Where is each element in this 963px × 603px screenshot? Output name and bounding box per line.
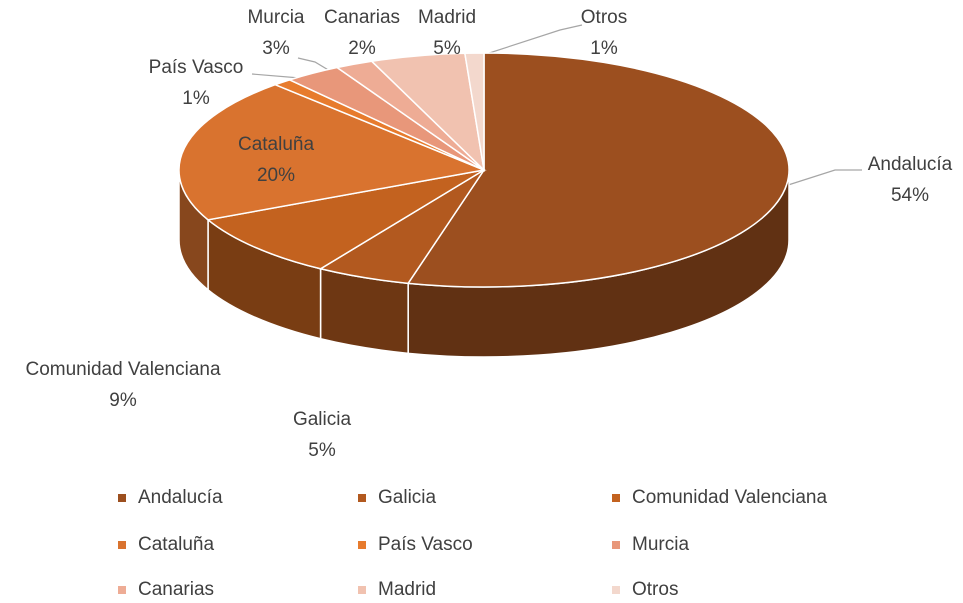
slice-label: Comunidad Valenciana	[25, 359, 220, 380]
legend-swatch	[358, 586, 366, 594]
legend-swatch	[358, 541, 366, 549]
legend-swatch	[118, 541, 126, 549]
legend-swatch	[358, 494, 366, 502]
pie-slice	[406, 52, 790, 288]
legend-label: Murcia	[632, 534, 689, 555]
legend-swatch	[118, 586, 126, 594]
slice-label: Andalucía	[868, 154, 953, 175]
slice-label: Otros	[581, 7, 627, 28]
value-label: 9%	[109, 390, 137, 411]
legend-swatch	[118, 494, 126, 502]
value-label: 2%	[348, 38, 376, 59]
slice-label: País Vasco	[149, 57, 244, 78]
leader-line	[479, 24, 583, 57]
value-label: 1%	[590, 38, 618, 59]
slice-label: Cataluña	[238, 134, 314, 155]
legend-label: País Vasco	[378, 534, 473, 555]
value-label: 20%	[257, 165, 295, 186]
pie-tops	[178, 52, 790, 288]
slice-label: Madrid	[418, 7, 476, 28]
legend-label: Andalucía	[138, 487, 223, 508]
leader-line	[784, 169, 862, 187]
value-label: 1%	[182, 88, 210, 109]
slice-label: Galicia	[293, 409, 352, 430]
legend-label: Canarias	[138, 579, 214, 600]
legend-label: Comunidad Valenciana	[632, 487, 827, 508]
legend-swatch	[612, 586, 620, 594]
pie-slice	[178, 83, 487, 221]
value-label: 5%	[433, 38, 461, 59]
pie-slice	[206, 169, 485, 270]
pie-sides	[178, 169, 790, 358]
legend-label: Otros	[632, 579, 678, 600]
slice-label: Canarias	[324, 7, 400, 28]
legend-label: Galicia	[378, 487, 437, 508]
value-label: 54%	[891, 185, 929, 206]
slice-label: Murcia	[247, 7, 304, 28]
legend-label: Cataluña	[138, 534, 214, 555]
value-label: 3%	[262, 38, 290, 59]
legend-swatch	[612, 541, 620, 549]
legend-label: Madrid	[378, 579, 436, 600]
legend-swatch	[612, 494, 620, 502]
value-label: 5%	[308, 440, 336, 461]
pie-slice	[463, 52, 485, 171]
